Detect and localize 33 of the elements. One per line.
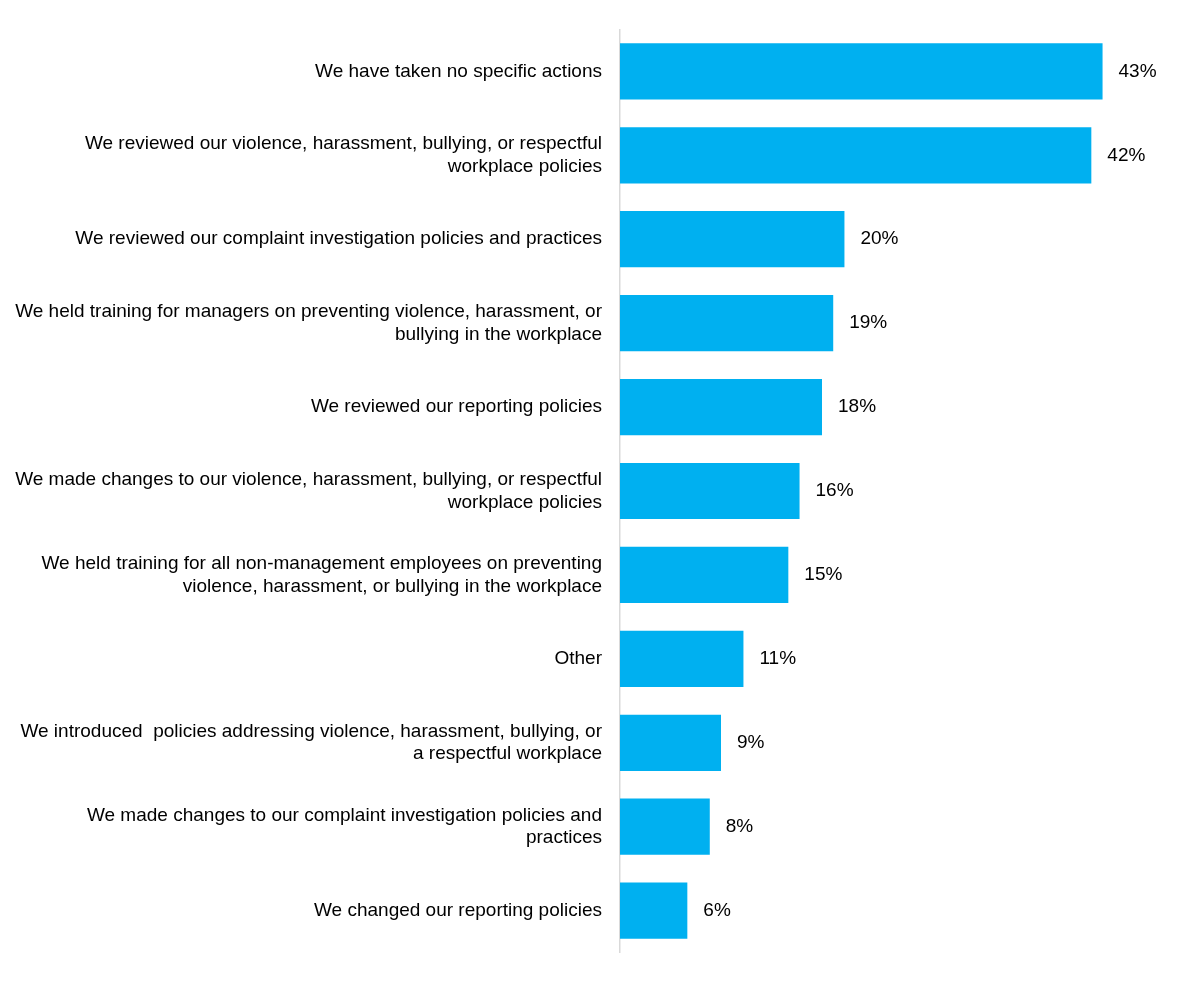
- y-tick-label: We changed our reporting policies: [314, 898, 602, 920]
- bar: [620, 43, 1103, 100]
- bar: [620, 798, 710, 855]
- y-tick-label: We introduced policies addressing violence, harassment, bullying, or a respectful workplace: [20, 719, 603, 764]
- data-label: 43%: [1118, 59, 1157, 81]
- data-label: 19%: [849, 311, 888, 333]
- data-label: 15%: [804, 563, 843, 585]
- bar: [620, 211, 845, 268]
- y-tick-label: Other: [554, 647, 603, 669]
- bar: [620, 378, 822, 436]
- y-tick-label: We made changes to our violence, harassment, bullying, or respectful workplace policies: [15, 467, 602, 512]
- bar: [620, 882, 688, 939]
- y-tick-label: We reviewed our reporting policies: [310, 395, 602, 417]
- y-tick-label: We held training for all non-management employees on preventing violence, harassment, or bullying in the workplace: [41, 551, 602, 596]
- data-label: 8%: [725, 814, 754, 836]
- y-tick-label: We held training for managers on preventing violence, harassment, or bullying in the workplace: [15, 299, 603, 344]
- y-tick-label: We made changes to our complaint investigation policies and practices: [86, 803, 602, 848]
- bar: [620, 462, 800, 520]
- data-label: 9%: [737, 731, 765, 753]
- data-label: 42%: [1107, 143, 1146, 165]
- y-tick-label: We reviewed our violence, harassment, bullying, or respectful workplace policies: [84, 132, 602, 176]
- data-label: 6%: [703, 898, 731, 920]
- bar: [620, 630, 744, 687]
- bar: [620, 127, 1092, 184]
- y-tick-label: We reviewed our complaint investigation policies and practices: [75, 227, 602, 249]
- data-label: 16%: [815, 479, 854, 501]
- data-label: 11%: [759, 647, 797, 669]
- data-label: 18%: [838, 395, 877, 417]
- bar: [620, 546, 789, 604]
- bar: [620, 714, 721, 771]
- y-tick-label: We have taken no specific actions: [315, 59, 602, 81]
- data-label: 20%: [860, 227, 899, 249]
- bar: [620, 295, 834, 352]
